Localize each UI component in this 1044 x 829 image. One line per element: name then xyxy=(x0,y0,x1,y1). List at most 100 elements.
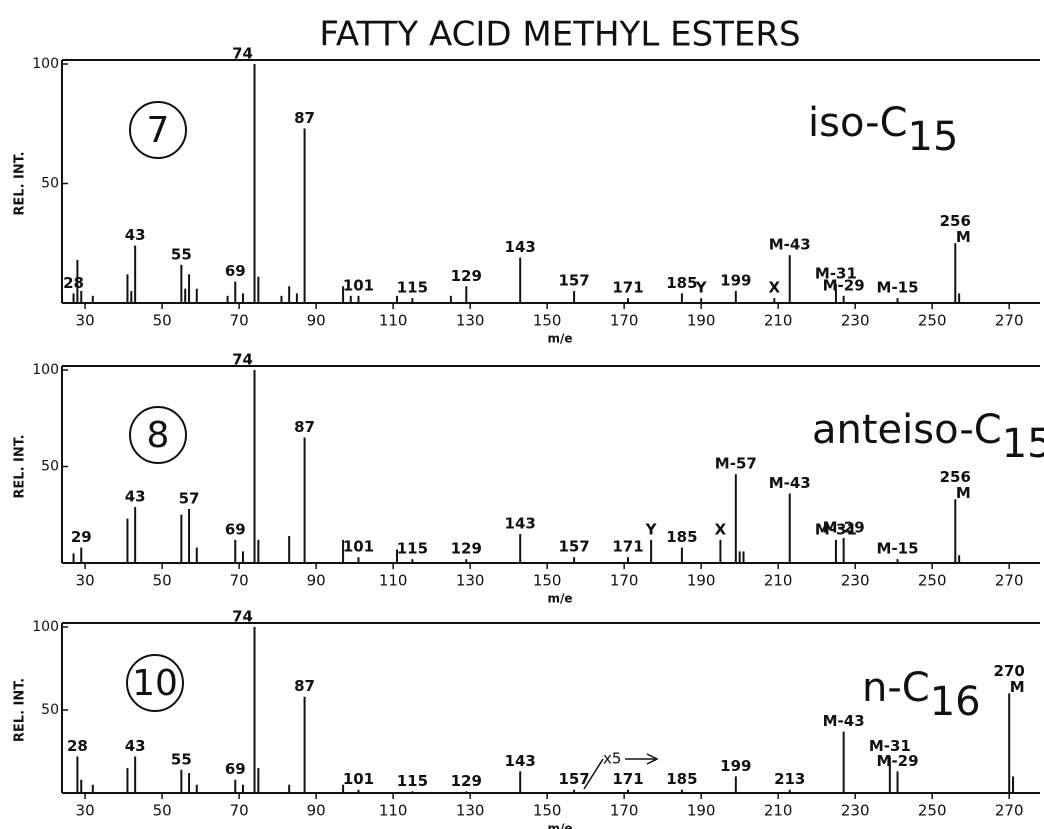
figure-title: FATTY ACID METHYL ESTERS xyxy=(319,15,800,55)
x-tick-label: 130 xyxy=(456,312,485,330)
peak-label: 157 xyxy=(558,538,589,556)
panel-number: 8 xyxy=(147,415,170,456)
compound-text: iso-C xyxy=(808,100,908,146)
x-tick-label: 190 xyxy=(687,802,716,820)
peak-label: 69 xyxy=(225,262,246,280)
peak-label: M-29 xyxy=(823,518,865,536)
peak-label: 129 xyxy=(451,540,482,558)
peak-label: 157 xyxy=(558,272,589,290)
compound-name: iso-C15 xyxy=(808,100,958,160)
peak-label: 101 xyxy=(343,770,374,788)
x-tick-label: 230 xyxy=(841,802,870,820)
x-tick-label: 170 xyxy=(610,312,639,330)
x-tick-label: 90 xyxy=(307,572,326,590)
peak-label: 115 xyxy=(397,540,428,558)
peak-label: 101 xyxy=(343,276,374,294)
x-tick-label: 110 xyxy=(379,572,408,590)
peak-label: 57 xyxy=(179,489,200,507)
x-tick-label: 210 xyxy=(764,802,793,820)
x-tick-label: 50 xyxy=(153,572,172,590)
peak-label: M xyxy=(956,484,971,502)
peak-label: 157 xyxy=(558,770,589,788)
peak-label: 199 xyxy=(720,272,751,290)
peak-label: M-57 xyxy=(715,455,757,473)
peak-label: 171 xyxy=(612,770,643,788)
x-tick-label: 30 xyxy=(76,572,95,590)
peak-label: 129 xyxy=(451,267,482,285)
peak-label: 143 xyxy=(505,515,536,533)
peak-label: 55 xyxy=(171,750,192,768)
peak-label: 28 xyxy=(67,737,88,755)
peak-label: 74 xyxy=(232,45,253,63)
peak-label: 101 xyxy=(343,538,374,556)
peak-label: 213 xyxy=(774,770,805,788)
peak-label: 185 xyxy=(666,274,697,292)
x-tick-label: 170 xyxy=(610,802,639,820)
y-tick-label: 50 xyxy=(41,702,59,718)
x-tick-label: 130 xyxy=(456,572,485,590)
x-tick-label: 50 xyxy=(153,312,172,330)
x-tick-label: 50 xyxy=(153,802,172,820)
peak-label: M xyxy=(1010,678,1025,696)
y-axis-label: REL. INT. xyxy=(13,151,28,215)
peak-label: 29 xyxy=(71,528,92,546)
x-tick-label: 190 xyxy=(687,312,716,330)
peak-label: 28 xyxy=(63,274,84,292)
peak-label: 55 xyxy=(171,245,192,263)
peak-label: 43 xyxy=(125,737,146,755)
compound-text: anteiso-C xyxy=(812,407,1002,453)
y-tick-label: 50 xyxy=(41,459,59,475)
y-tick-label: 100 xyxy=(32,619,59,635)
compound-subscript: 15 xyxy=(908,114,959,160)
peak-label: Y xyxy=(645,520,658,538)
peak-label: 87 xyxy=(294,418,315,436)
peak-label: M xyxy=(956,228,971,246)
peak-label: 171 xyxy=(612,538,643,556)
y-tick-label: 100 xyxy=(32,56,59,72)
x-tick-label: 270 xyxy=(995,572,1024,590)
x-tick-label: 270 xyxy=(995,312,1024,330)
x-tick-label: 30 xyxy=(76,802,95,820)
x-axis-label: m/e xyxy=(547,592,572,606)
peak-label: M-15 xyxy=(877,279,919,297)
peak-label: 256 xyxy=(940,468,971,486)
x-tick-label: 110 xyxy=(379,312,408,330)
peak-label: 143 xyxy=(505,752,536,770)
peak-label: 43 xyxy=(125,488,146,506)
x-tick-label: 70 xyxy=(230,572,249,590)
x-tick-label: 150 xyxy=(533,572,562,590)
peak-label: M-43 xyxy=(769,474,811,492)
compound-text: n-C xyxy=(862,665,930,711)
peak-label: M-31 xyxy=(815,264,857,282)
peak-label: 115 xyxy=(397,279,428,297)
panel-number: 7 xyxy=(147,110,170,151)
peak-label: M-43 xyxy=(823,712,865,730)
x-tick-label: 170 xyxy=(610,572,639,590)
peak-label: 270 xyxy=(994,662,1025,680)
compound-subscript: 16 xyxy=(930,679,981,725)
peak-label: M-43 xyxy=(769,236,811,254)
x-tick-label: 230 xyxy=(841,312,870,330)
y-tick-label: 50 xyxy=(41,176,59,192)
annotation-arrowhead xyxy=(646,753,659,765)
x-tick-label: 230 xyxy=(841,572,870,590)
peak-label: 256 xyxy=(940,212,971,230)
panel-circle xyxy=(129,101,187,159)
peak-label: 69 xyxy=(225,520,246,538)
x-tick-label: 30 xyxy=(76,312,95,330)
peak-label: 74 xyxy=(232,351,253,369)
panel-number: 10 xyxy=(132,663,178,704)
panel-circle xyxy=(126,654,184,712)
annotation: x5 xyxy=(603,750,621,768)
peak-label: 171 xyxy=(612,279,643,297)
x-axis-label: m/e xyxy=(547,822,572,829)
peak-label: 74 xyxy=(232,608,253,626)
x-tick-label: 150 xyxy=(533,802,562,820)
peak-label: 69 xyxy=(225,760,246,778)
x-tick-label: 190 xyxy=(687,572,716,590)
x-tick-label: 150 xyxy=(533,312,562,330)
x-tick-label: 250 xyxy=(918,572,947,590)
y-tick-label: 100 xyxy=(32,362,59,378)
peak-label: 87 xyxy=(294,109,315,127)
